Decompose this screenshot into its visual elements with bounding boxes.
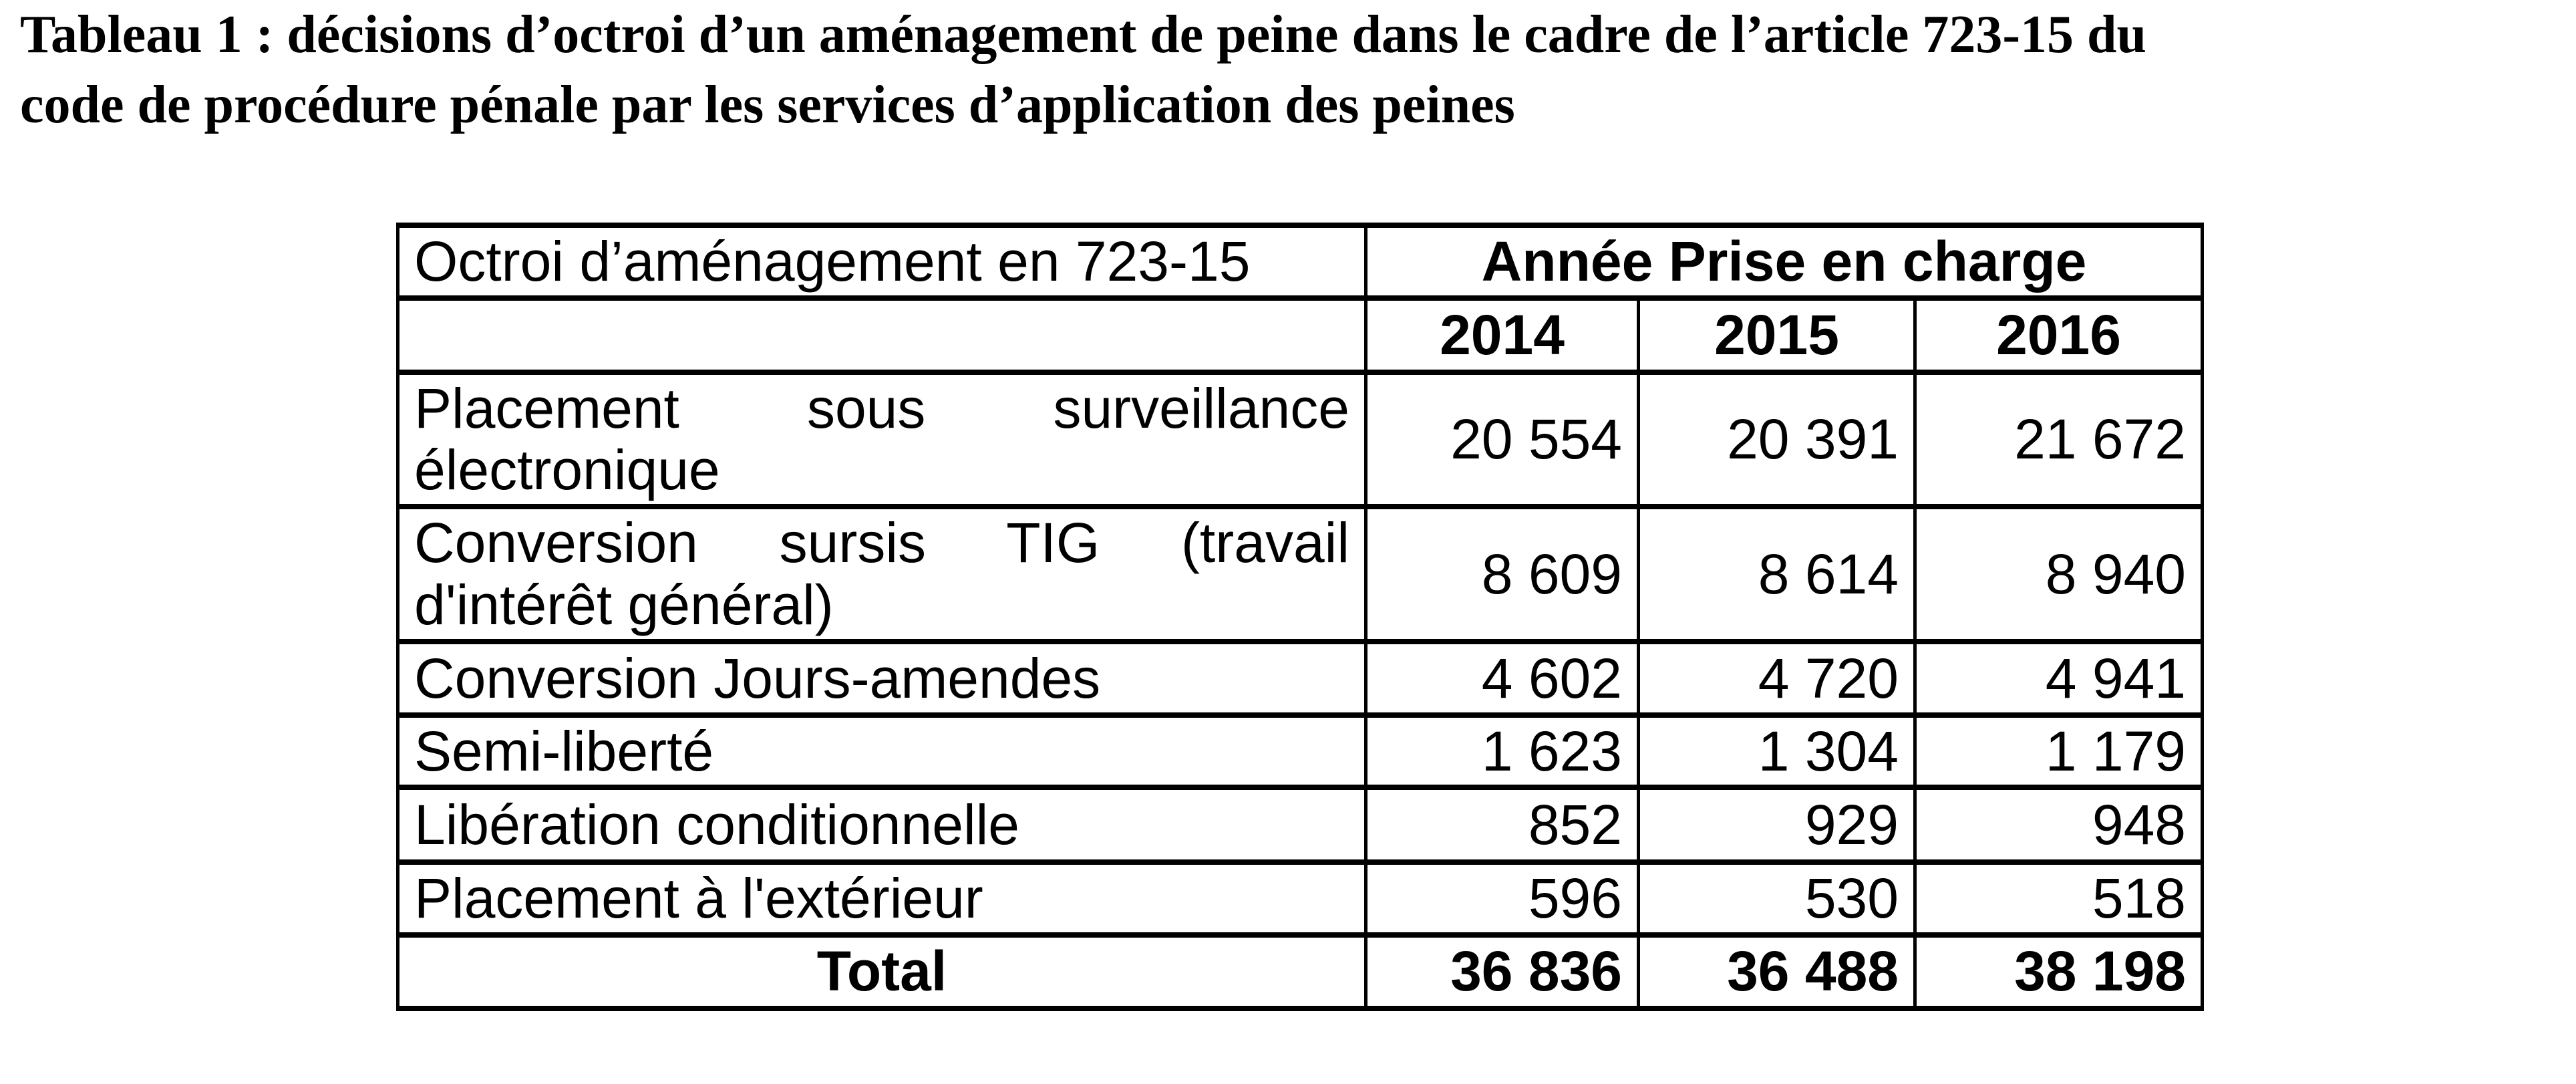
row-label: Semi-liberté xyxy=(396,712,1367,791)
row-label: Conversion sursis TIG (travail d'intérêt… xyxy=(396,503,1367,644)
row-value: 21 672 xyxy=(1913,370,2205,509)
row-value: 20 554 xyxy=(1364,370,1640,509)
row-value: 530 xyxy=(1637,859,1917,938)
row-value: 948 xyxy=(1913,785,2205,865)
header-cell-empty xyxy=(396,295,1367,375)
row-value: 929 xyxy=(1637,785,1917,865)
year-header-2014: 2014 xyxy=(1364,295,1640,375)
row-value: 596 xyxy=(1364,859,1640,938)
table-row: Conversion sursis TIG (travail d'intérêt… xyxy=(396,503,2205,644)
table-header-row: Octroi d’aménagement en 723-15 Année Pri… xyxy=(396,223,2205,301)
total-label: Total xyxy=(396,932,1367,1011)
row-value: 8 614 xyxy=(1637,503,1917,644)
total-value: 38 198 xyxy=(1913,932,2205,1011)
year-header-2016: 2016 xyxy=(1913,295,2205,375)
row-value: 518 xyxy=(1913,859,2205,938)
row-value: 852 xyxy=(1364,785,1640,865)
row-value: 8 609 xyxy=(1364,503,1640,644)
row-value: 1 304 xyxy=(1637,712,1917,791)
table-row: Conversion Jours-amendes 4 602 4 720 4 9… xyxy=(396,638,2205,718)
row-value: 20 391 xyxy=(1637,370,1917,509)
table-year-row: 2014 2015 2016 xyxy=(396,295,2205,375)
table-row: Placement sous surveillance électronique… xyxy=(396,370,2205,509)
row-value: 4 941 xyxy=(1913,638,2205,718)
row-value: 8 940 xyxy=(1913,503,2205,644)
row-label: Placement sous surveillance électronique xyxy=(396,370,1367,509)
page-title-line-1: Tableau 1 : décisions d’octroi d’un amén… xyxy=(20,5,2146,64)
page-title: Tableau 1 : décisions d’octroi d’un amén… xyxy=(20,0,2559,140)
total-value: 36 836 xyxy=(1364,932,1640,1011)
year-header-2015: 2015 xyxy=(1637,295,1917,375)
total-value: 36 488 xyxy=(1637,932,1917,1011)
table-row: Semi-liberté 1 623 1 304 1 179 xyxy=(396,712,2205,791)
row-value: 4 602 xyxy=(1364,638,1640,718)
table-total-row: Total 36 836 36 488 38 198 xyxy=(396,932,2205,1011)
table-row: Libération conditionnelle 852 929 948 xyxy=(396,785,2205,865)
decisions-table: Octroi d’aménagement en 723-15 Année Pri… xyxy=(396,223,2205,1011)
header-cell-octroi: Octroi d’aménagement en 723-15 xyxy=(396,223,1367,301)
row-label: Placement à l'extérieur xyxy=(396,859,1367,938)
row-label: Conversion Jours-amendes xyxy=(396,638,1367,718)
header-cell-annee-prise-en-charge: Année Prise en charge xyxy=(1363,223,2205,301)
page-title-line-2: code de procédure pénale par les service… xyxy=(20,76,1515,134)
row-value: 1 179 xyxy=(1913,712,2205,791)
row-label: Libération conditionnelle xyxy=(396,785,1367,865)
table-row: Placement à l'extérieur 596 530 518 xyxy=(396,859,2205,938)
row-value: 4 720 xyxy=(1637,638,1917,718)
row-value: 1 623 xyxy=(1364,712,1640,791)
